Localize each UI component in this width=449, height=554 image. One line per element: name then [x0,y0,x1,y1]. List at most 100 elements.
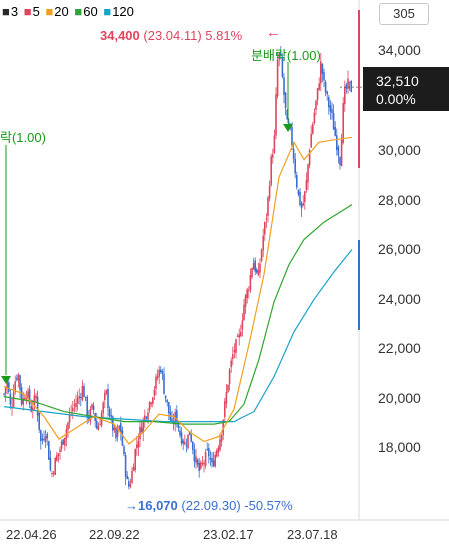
candle-body [214,454,216,467]
ma60-line [3,204,353,425]
candle-body [80,396,82,398]
legend-ma60[interactable]: ■60 [74,4,98,19]
candle-body [43,438,45,440]
candle-body [91,404,93,409]
candle-body [81,386,84,400]
candle-body [302,203,304,206]
candle-body [142,419,144,434]
candle-body [115,427,117,439]
candle-body [241,320,244,330]
candle-body [62,439,64,445]
candle-body [123,446,125,455]
legend-marker-icon: ■ [23,4,32,19]
candle-body [350,80,352,93]
candle-body [270,156,272,186]
candle-body [168,401,170,414]
candle-body [286,109,288,120]
legend-ma5[interactable]: ■5 [23,4,40,19]
candle-body [292,148,295,160]
candle-body [12,392,15,407]
ma20-line [3,136,353,445]
candle-body [337,147,340,156]
candle-body [4,386,7,395]
candle-body [196,459,199,465]
candle-body [246,289,248,299]
candle-body [211,458,213,463]
legend-ma120[interactable]: ■120 [103,4,134,19]
candle-body [148,401,151,410]
candle-body [72,407,74,412]
candle-body [312,124,314,134]
candle-body [268,185,271,199]
y-tick-label: 24,000 [378,291,421,307]
candle-body [348,81,351,83]
candle-body [204,451,207,466]
candle-body [284,92,287,108]
high-detail: (23.04.11) 5.81% [143,28,243,43]
candle-body [334,126,336,136]
candle-body [116,428,119,437]
candle-body [64,437,66,446]
candle-body [329,105,332,112]
candle-body [256,269,258,273]
candle-body [11,406,13,408]
candle-body [124,455,127,477]
dividend-label-left: 락(1.00) [0,130,46,145]
candle-body [300,203,303,209]
candle-body [156,376,159,379]
candle-body [59,449,61,452]
candle-body [251,268,253,278]
candle-body [73,404,76,406]
candle-body [57,453,60,456]
candle-body [6,379,8,388]
range-button[interactable]: 305 [379,3,429,25]
candle-body [49,457,52,471]
legend-marker-icon: ■ [45,4,54,19]
candle-body [252,263,255,270]
candle-body [291,126,293,146]
candle-body [235,339,237,353]
candle-body [230,360,232,368]
candle-body [19,375,21,390]
candle-body [40,430,42,442]
candle-body [212,460,215,467]
candle-body [161,370,164,374]
candle-body [84,396,87,398]
candle-body [262,235,264,251]
candle-body [185,444,188,446]
candle-body [296,175,298,188]
candle-body [236,336,239,338]
candle-body [313,112,316,124]
candle-body [158,369,160,377]
low-detail: (22.09.30) -50.57% [181,498,293,513]
candle-body [136,444,138,449]
candle-body [160,369,162,373]
candle-body [310,133,312,148]
candle-body [222,419,224,435]
dividend-label-right: 분배락(1.00) [251,48,321,63]
candle-body [67,422,69,430]
candle-body [344,86,346,104]
candle-body [41,438,44,441]
y-tick-label: 22,000 [378,340,421,356]
candle-body [267,197,269,216]
candle-body [14,381,16,393]
candle-body [134,449,136,470]
legend-ma20[interactable]: ■20 [45,4,69,19]
candle-body [217,447,220,453]
candle-body [150,402,152,405]
x-tick-label: 23.02.17 [203,527,254,542]
candle-body [86,396,88,418]
candle-body [83,385,85,397]
candle-body [324,81,327,93]
current-change: 0.00% [376,91,416,107]
candle-body [339,157,341,166]
legend-ma3[interactable]: ■3 [2,4,19,19]
candle-body [321,64,324,74]
candle-body [139,426,141,440]
candle-body [16,378,18,380]
candle-body [78,396,80,399]
candle-body [240,331,242,337]
candle-body [206,448,208,450]
